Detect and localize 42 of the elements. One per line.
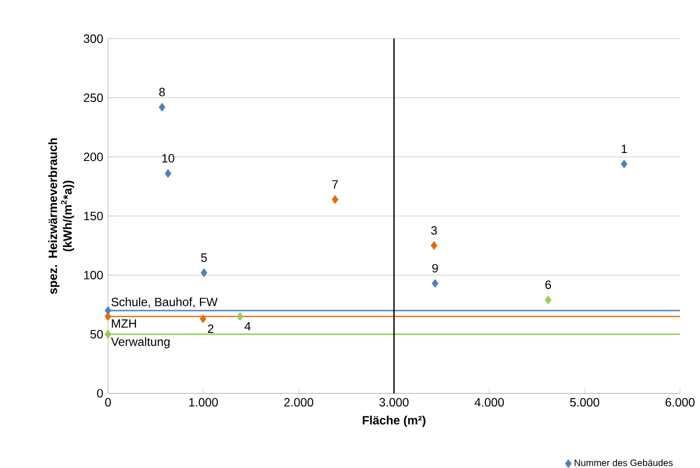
point bbox=[104, 312, 112, 321]
annotation: 2 bbox=[208, 324, 214, 333]
x-tick-label: 1.000 bbox=[189, 398, 218, 407]
x-axis-title: Fläche (m²) bbox=[362, 416, 426, 427]
point bbox=[544, 296, 552, 304]
point bbox=[236, 312, 244, 321]
point bbox=[432, 279, 438, 288]
annotation: 8 bbox=[159, 88, 165, 96]
point bbox=[200, 268, 208, 278]
y-tick-label: 150 bbox=[84, 212, 103, 220]
y-tick-label: 200 bbox=[84, 152, 103, 162]
annotation: 6 bbox=[545, 280, 551, 290]
ref-line-label: Schule, Bauhof, FW bbox=[111, 297, 218, 308]
annotation: 5 bbox=[201, 253, 207, 262]
point bbox=[104, 306, 112, 315]
y-tick-label: 0 bbox=[97, 389, 103, 398]
x-tick-label: 6.000 bbox=[666, 398, 695, 407]
x-tick-label: 0 bbox=[105, 398, 111, 407]
annotation: 9 bbox=[432, 264, 438, 272]
y-tick-label: 300 bbox=[84, 34, 103, 43]
annotation: 7 bbox=[332, 180, 338, 189]
y-tick-label: 50 bbox=[90, 330, 103, 338]
point bbox=[200, 314, 206, 324]
x-tick-label: 2.000 bbox=[284, 398, 314, 407]
x-tick-label: 4.000 bbox=[474, 398, 504, 407]
x-tick-label: 5.000 bbox=[570, 398, 600, 407]
x-tick-label: 3.000 bbox=[379, 398, 409, 407]
point bbox=[430, 241, 438, 250]
legend-label: Nummer des Gebäudes bbox=[574, 459, 673, 466]
point bbox=[104, 330, 112, 338]
annotation: 3 bbox=[431, 226, 437, 235]
annotation: 10 bbox=[162, 154, 174, 163]
y-tick-label: 250 bbox=[84, 94, 103, 102]
ref-line-label: Verwaltung bbox=[110, 337, 170, 348]
annotation: 4 bbox=[244, 322, 251, 330]
point bbox=[158, 102, 166, 112]
point bbox=[620, 160, 628, 168]
y-tick-label: 100 bbox=[84, 270, 103, 280]
ref-line-label: MZH bbox=[112, 319, 136, 328]
point bbox=[164, 169, 172, 178]
annotation: 1 bbox=[622, 144, 627, 154]
point bbox=[332, 195, 338, 204]
